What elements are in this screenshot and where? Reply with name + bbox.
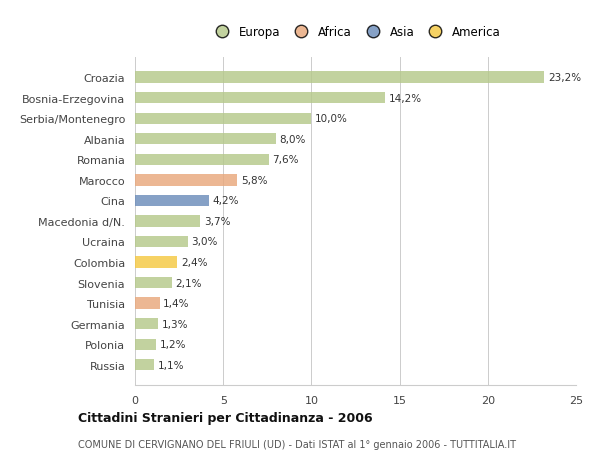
- Bar: [135, 113, 311, 124]
- Text: 8,0%: 8,0%: [280, 134, 306, 145]
- Bar: [135, 73, 544, 84]
- Bar: [135, 298, 160, 309]
- Text: 23,2%: 23,2%: [548, 73, 581, 83]
- Bar: [135, 277, 172, 289]
- Text: 1,2%: 1,2%: [160, 340, 186, 349]
- Bar: [135, 175, 238, 186]
- Text: 1,3%: 1,3%: [161, 319, 188, 329]
- Bar: [135, 154, 269, 166]
- Bar: [135, 93, 385, 104]
- Text: 1,1%: 1,1%: [158, 360, 184, 370]
- Bar: [135, 196, 209, 207]
- Text: 14,2%: 14,2%: [389, 94, 422, 103]
- Text: Cittadini Stranieri per Cittadinanza - 2006: Cittadini Stranieri per Cittadinanza - 2…: [78, 412, 373, 425]
- Legend: Europa, Africa, Asia, America: Europa, Africa, Asia, America: [208, 24, 503, 42]
- Text: COMUNE DI CERVIGNANO DEL FRIULI (UD) - Dati ISTAT al 1° gennaio 2006 - TUTTITALI: COMUNE DI CERVIGNANO DEL FRIULI (UD) - D…: [78, 439, 516, 449]
- Text: 5,8%: 5,8%: [241, 175, 268, 185]
- Text: 10,0%: 10,0%: [315, 114, 348, 124]
- Text: 1,4%: 1,4%: [163, 298, 190, 308]
- Bar: [135, 359, 154, 370]
- Text: 3,7%: 3,7%: [204, 217, 230, 226]
- Text: 7,6%: 7,6%: [272, 155, 299, 165]
- Bar: [135, 216, 200, 227]
- Bar: [135, 257, 178, 268]
- Bar: [135, 339, 156, 350]
- Bar: [135, 319, 158, 330]
- Bar: [135, 134, 276, 145]
- Text: 2,1%: 2,1%: [176, 278, 202, 288]
- Text: 4,2%: 4,2%: [212, 196, 239, 206]
- Text: 3,0%: 3,0%: [191, 237, 218, 247]
- Text: 2,4%: 2,4%: [181, 257, 208, 268]
- Bar: [135, 236, 188, 247]
